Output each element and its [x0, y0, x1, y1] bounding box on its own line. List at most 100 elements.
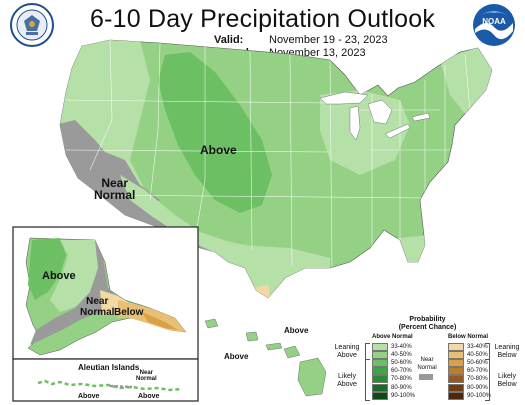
near-header-line1: Near: [420, 357, 434, 363]
leaning-above-line2: Above: [337, 352, 357, 359]
zone-below-40-50-alaska: [118, 300, 186, 332]
legend-above-label-2: 50-60%: [391, 359, 412, 366]
aleutian-near-normal-segment: [109, 384, 133, 389]
legend-below-label-0: 33-40%: [467, 343, 488, 350]
lake-superior: [319, 91, 369, 105]
probability-legend: Probability (Percent Chance) Above Norma…: [330, 316, 525, 405]
legend-above-header: Above Normal: [372, 334, 413, 340]
hawaii-maui: [283, 345, 301, 359]
hawaii-molokai: [265, 342, 283, 351]
legend-title-line1: Probability: [409, 316, 446, 323]
legend-above-label-1: 40-50%: [391, 351, 412, 358]
legend-above-swatch-2: [372, 358, 388, 367]
legend-below-swatch-5: [448, 383, 464, 392]
legend-below-swatch-4: [448, 375, 464, 384]
zone-above-50-60-rockies: [158, 52, 272, 213]
likely-below-line1: Likely: [498, 373, 516, 380]
leaning-below-brace: [485, 343, 490, 360]
legend-above-swatch-6: [372, 391, 388, 400]
valid-label: Valid:: [214, 34, 244, 46]
hawaii-inset: [204, 318, 327, 397]
label-hi-above-2: Above: [224, 352, 249, 361]
label-aleu-near-line2: Normal: [136, 376, 157, 382]
likely-below-line2: Below: [497, 381, 517, 388]
label-ak-near-normal: Near Normal: [80, 296, 114, 318]
likely-below-brace: [485, 359, 490, 401]
label-ak-above: Above: [42, 270, 76, 282]
likely-above-line1: Likely: [338, 373, 356, 380]
label-aleu-above-1: Above: [78, 393, 100, 400]
label-aleu-above-2: Above: [138, 393, 160, 400]
legend-above-row-3: 60-70%: [372, 367, 412, 376]
legend-below-row-1: 40-50%: [448, 350, 488, 359]
legend-above-label-3: 60-70%: [391, 368, 412, 375]
legend-above-row-4: 70-80%: [372, 375, 412, 384]
legend-above-swatch-1: [372, 350, 388, 359]
leaning-above-brace: [365, 343, 370, 360]
label-ak-near-line2: Normal: [80, 307, 115, 318]
label-near-normal-west: Near Normal: [94, 177, 135, 201]
legend-above-label-6: 90-100%: [391, 392, 416, 399]
alaska-inset: [12, 226, 199, 360]
zone-above-33-40-alaska: [50, 240, 100, 312]
leaning-above-line1: Leaning: [334, 344, 360, 351]
legend-above-label-4: 70-80%: [391, 376, 412, 383]
legend-above-row-0: 33-40%: [372, 342, 412, 351]
aleutian-inset: [12, 358, 199, 402]
zone-above-50-60-alaska: [28, 238, 66, 300]
likely-above-brace: [365, 359, 370, 401]
near-header-line2: Normal: [417, 365, 437, 371]
legend-below-row-0: 33-40%: [448, 342, 488, 351]
legend-above-swatch-0: [372, 342, 388, 351]
likely-above-line2: Above: [337, 381, 357, 388]
label-ak-below: Below: [114, 307, 144, 318]
legend-near-swatch: [419, 374, 433, 380]
valid-value: November 19 - 23, 2023: [269, 34, 388, 46]
legend-below-label-5: 80-90%: [467, 384, 488, 391]
legend-below-header: Below Normal: [448, 334, 489, 340]
aleutian-islands-chain: [37, 379, 183, 392]
legend-below-swatch-0: [448, 342, 464, 351]
label-near-normal-line2: Normal: [94, 188, 136, 202]
lake-michigan: [349, 105, 361, 141]
hawaii-niihau-kauai: [204, 318, 219, 329]
noaa-logo-icon: NOAA: [473, 4, 515, 46]
legend-below-swatch-1: [448, 350, 464, 359]
page-title: 6-10 Day Precipitation Outlook: [89, 5, 436, 33]
doc-seal-icon: [10, 3, 54, 47]
label-above-main: Above: [200, 143, 237, 157]
hawaii-big-island: [297, 357, 327, 397]
legend-below-swatch-6: [448, 391, 464, 400]
label-hi-above-1: Above: [284, 326, 309, 335]
label-aleutian-title: Aleutian Islands: [78, 363, 140, 372]
legend-below-row-2: 50-60%: [448, 358, 488, 367]
valid-line: Valid: November 19 - 23, 2023: [214, 34, 388, 47]
zone-above-33-40-florida: [380, 235, 430, 270]
leaning-below-line1: Leaning: [494, 344, 520, 351]
label-near-normal-line1: Near: [101, 176, 129, 190]
legend-below-label-2: 50-60%: [467, 359, 488, 366]
legend-below-swatch-3: [448, 367, 464, 376]
svg-text:NOAA: NOAA: [482, 17, 506, 26]
legend-below-swatch-2: [448, 358, 464, 367]
zone-below-50-60-alaska: [142, 312, 178, 330]
legend-below-label-4: 70-80%: [467, 376, 488, 383]
legend-below-row-3: 60-70%: [448, 367, 488, 376]
legend-below-row-5: 80-90%: [448, 383, 488, 392]
zone-above-33-40-southwest: [120, 175, 260, 262]
legend-title-line2: (Percent Chance): [398, 324, 457, 331]
label-aleu-near: Near Normal: [136, 370, 157, 382]
legend-above-row-2: 50-60%: [372, 358, 412, 367]
hawaii-oahu: [245, 331, 259, 342]
legend-above-row-6: 90-100%: [372, 391, 416, 400]
lake-huron: [367, 99, 393, 125]
legend-above-swatch-4: [372, 375, 388, 384]
legend-above-row-1: 40-50%: [372, 350, 412, 359]
leaning-below-line2: Below: [497, 352, 517, 359]
legend-below-label-6: 90-100%: [467, 392, 492, 399]
legend-above-label-0: 33-40%: [391, 343, 412, 350]
legend-near-normal: Near Normal: [416, 356, 438, 372]
legend-below-row-6: 90-100%: [448, 391, 492, 400]
aleutian-inset-frame: [12, 358, 199, 402]
label-aleu-near-line1: Near: [139, 370, 153, 376]
